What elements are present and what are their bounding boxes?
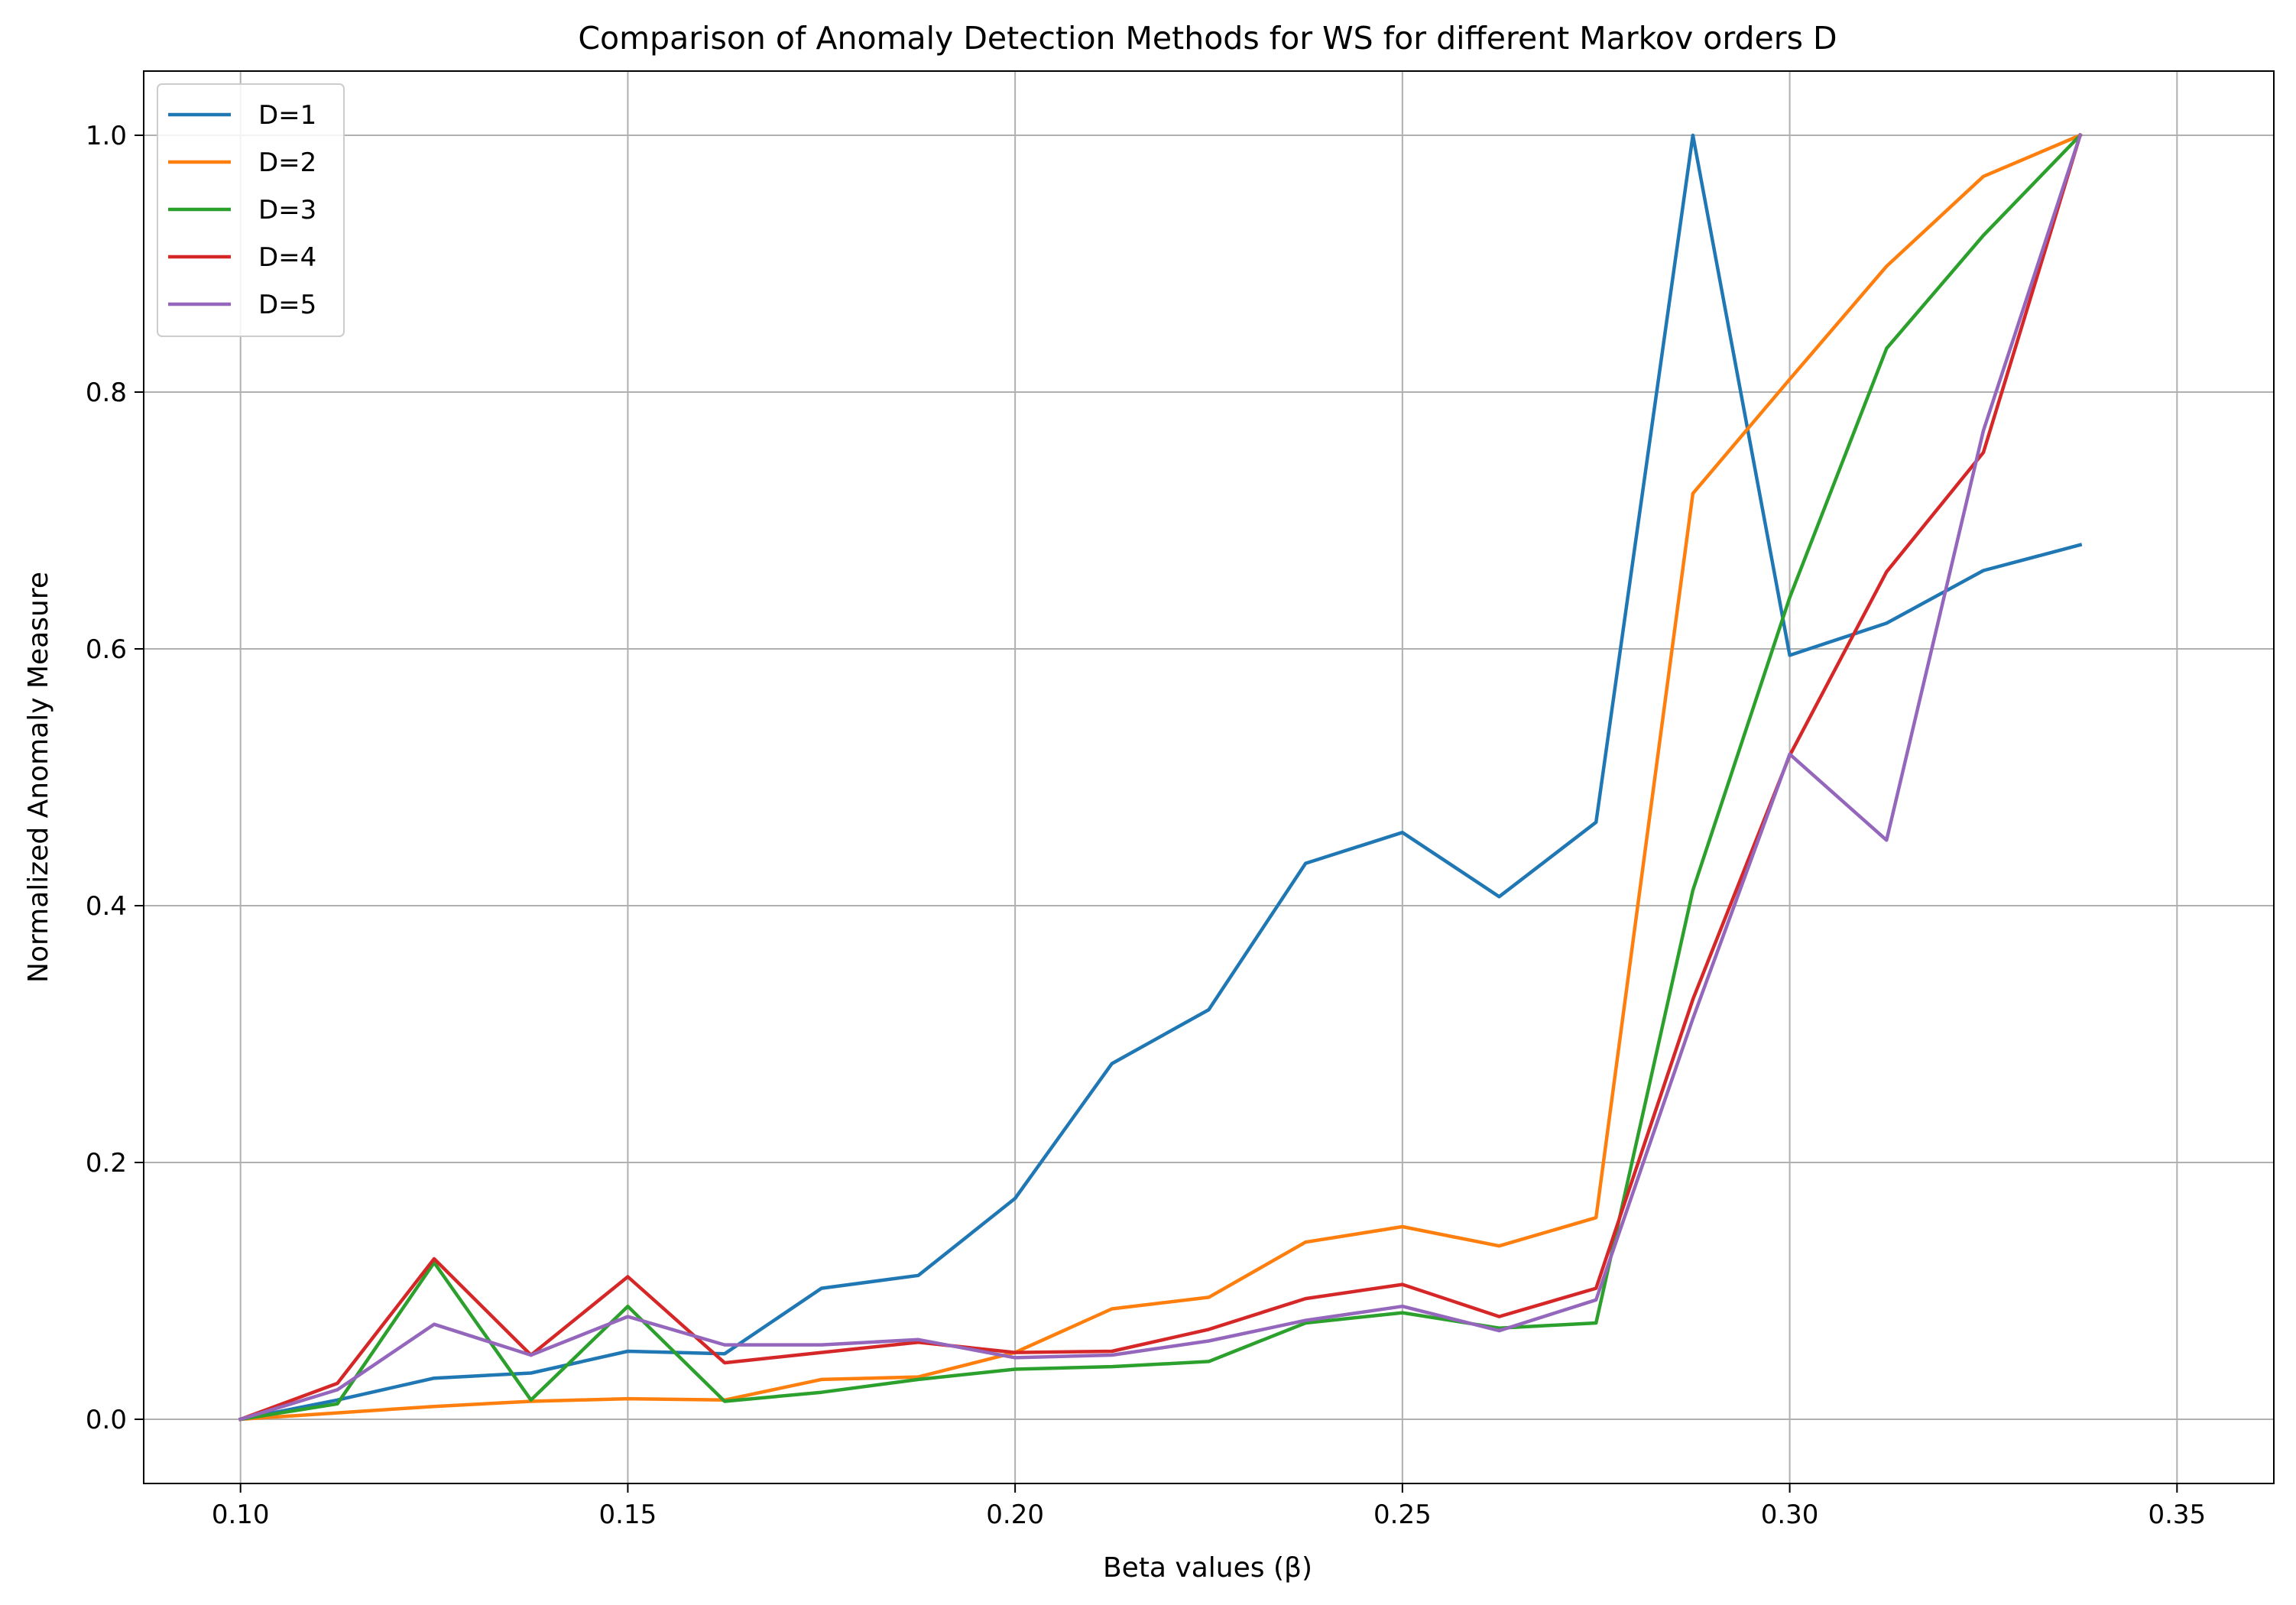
chart-title: Comparison of Anomaly Detection Methods … [578, 20, 1837, 57]
legend-label: D=1 [258, 100, 316, 131]
legend: D=1 D=2 D=3 D=4 D=5 [157, 83, 345, 337]
series-lines [238, 132, 2083, 1422]
y-tick-label: 1.0 [86, 121, 127, 151]
x-tick-label: 0.20 [986, 1500, 1044, 1530]
y-tick-label: 0.2 [86, 1148, 127, 1179]
x-tick-label: 0.15 [599, 1500, 657, 1530]
legend-box [157, 83, 345, 337]
x-axis-title: Beta values (β) [1103, 1552, 1312, 1584]
series-line-d3 [238, 132, 2083, 1422]
x-tick-label: 0.35 [2148, 1500, 2206, 1530]
y-tick-label: 0.8 [86, 378, 127, 408]
x-tick-label: 0.30 [1761, 1500, 1819, 1530]
series-line-d5 [238, 133, 2083, 1422]
legend-label: D=2 [258, 148, 316, 178]
plot-frame [143, 70, 2275, 1484]
legend-label: D=3 [258, 195, 316, 225]
x-tick-label: 0.10 [212, 1500, 270, 1530]
x-axis: 0.10 0.15 0.20 0.25 0.30 0.35 [212, 1483, 2206, 1530]
y-axis: 0.0 0.2 0.4 0.6 0.8 1.0 [86, 121, 144, 1435]
y-tick-label: 0.6 [86, 634, 127, 665]
y-axis-title: Normalized Anomaly Measure [23, 572, 54, 983]
series-line-d1 [238, 133, 2083, 1422]
grid [144, 71, 2274, 1483]
legend-label: D=4 [258, 242, 316, 273]
series-line-d2 [238, 133, 2083, 1422]
y-tick-label: 0.4 [86, 891, 127, 922]
y-tick-label: 0.0 [86, 1405, 127, 1435]
x-tick-label: 0.25 [1373, 1500, 1432, 1530]
legend-label: D=5 [258, 290, 316, 320]
